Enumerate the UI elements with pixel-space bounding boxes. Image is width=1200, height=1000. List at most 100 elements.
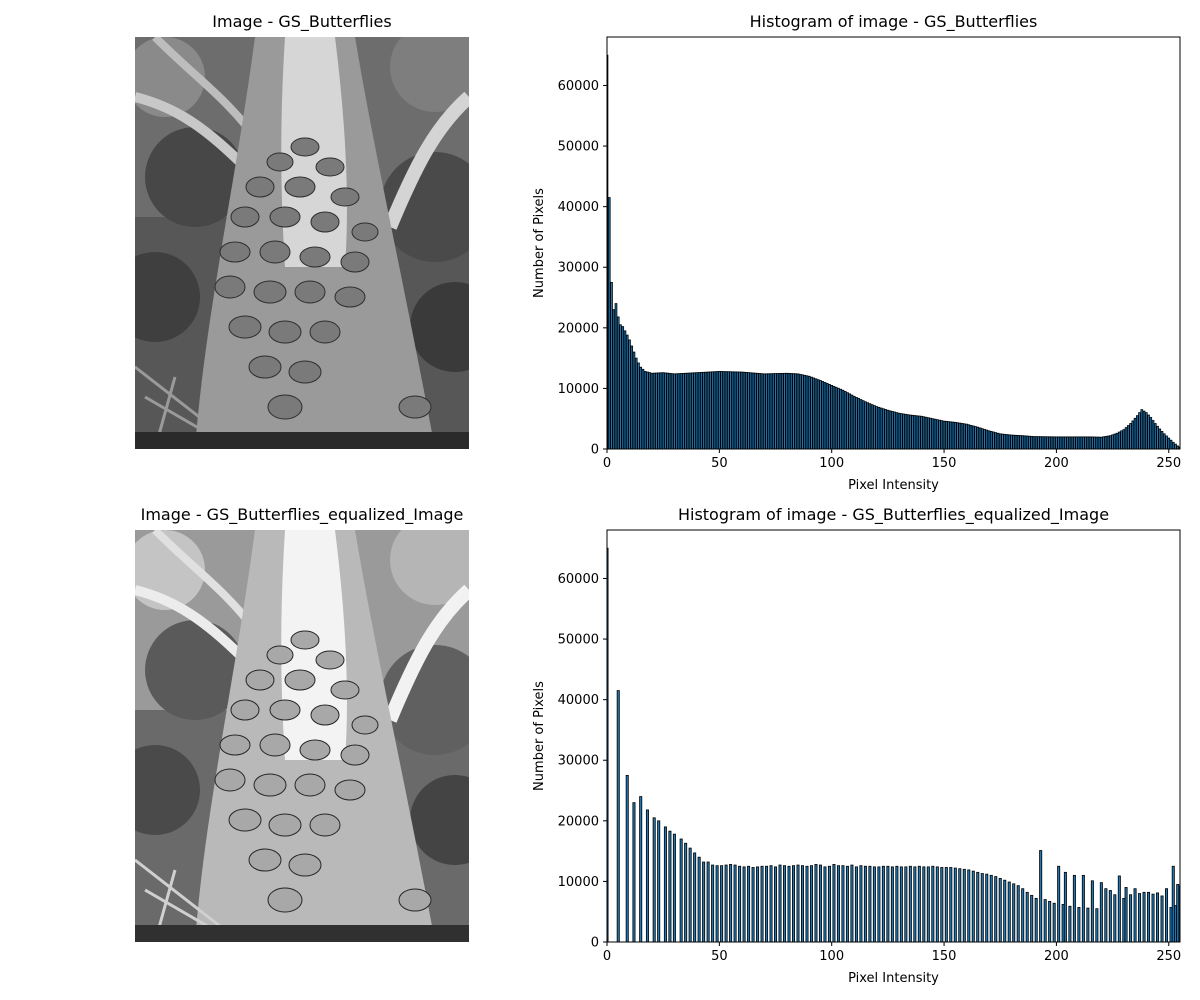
histogram-bar [931, 865, 935, 943]
histogram-bar [958, 868, 962, 943]
histogram-bar [1016, 885, 1020, 943]
histogram-bar [944, 867, 948, 943]
histogram-bar [1048, 901, 1052, 943]
histogram-bar [980, 873, 984, 943]
histogram-bar [1077, 907, 1081, 943]
x-tick-label: 250 [1156, 456, 1181, 471]
histogram-bar [814, 864, 818, 943]
histogram-bar [706, 861, 710, 943]
histogram-bar [971, 870, 975, 943]
histogram-bar [836, 865, 840, 943]
y-tick-label: 30000 [558, 261, 599, 276]
histogram-bar [796, 864, 800, 943]
histogram-bar [805, 865, 809, 943]
histogram-bar [783, 865, 787, 943]
y-tick-label: 60000 [558, 79, 599, 94]
histogram-bar [1113, 894, 1117, 943]
histogram-bar [913, 866, 917, 943]
y-tick-label: 20000 [558, 814, 599, 829]
histogram-bar [711, 864, 715, 943]
histogram-bar [926, 866, 930, 943]
histogram-bar [949, 867, 953, 943]
histogram-bar [751, 867, 755, 943]
histogram-bar [652, 817, 656, 943]
image-title-equalized: Image - GS_Butterflies_equalized_Image [140, 505, 464, 524]
histogram-bar [1025, 891, 1029, 943]
histogram-bar [639, 796, 643, 943]
x-tick-label: 0 [603, 949, 611, 964]
histogram-bar [765, 865, 769, 943]
histogram-bar [769, 865, 773, 943]
histogram-title-equalized: Histogram of image - GS_Butterflies_equa… [677, 505, 1110, 524]
y-tick-label: 0 [591, 936, 599, 951]
histogram-bar [1068, 905, 1072, 943]
x-tick-label: 200 [1044, 456, 1069, 471]
histogram-bar [756, 866, 760, 943]
x-tick-label: 150 [932, 949, 957, 964]
histogram-bar [953, 867, 957, 943]
histogram-bar [1108, 890, 1112, 943]
histogram-bar [899, 866, 903, 943]
histogram-bar [1081, 874, 1085, 943]
histogram-bar [742, 866, 746, 943]
y-tick-label: 60000 [558, 572, 599, 587]
histogram-bar [1021, 888, 1025, 943]
histogram-bar [1090, 880, 1094, 943]
histogram-bar [841, 865, 845, 943]
histogram-bar [1133, 888, 1137, 943]
histogram-bar [994, 876, 998, 943]
histogram-bar [967, 869, 971, 943]
histogram-bar [832, 864, 836, 943]
histogram-bar [738, 865, 742, 943]
x-axis-label: Pixel Intensity [848, 478, 939, 493]
histogram-title-original: Histogram of image - GS_Butterflies [749, 12, 1038, 31]
histogram-bar [1072, 874, 1076, 943]
histogram-bar [1160, 895, 1164, 943]
histogram-bar [724, 864, 728, 943]
y-tick-label: 50000 [558, 140, 599, 155]
x-tick-label: 100 [819, 949, 844, 964]
histogram-bar [1165, 888, 1169, 943]
histogram-bar [616, 690, 620, 943]
equalized-image [135, 530, 469, 942]
histogram-bar [1117, 875, 1121, 943]
histogram-bar [720, 865, 724, 943]
equalized-image-drawing [135, 530, 469, 942]
original-image [135, 37, 469, 449]
histogram-bar [985, 873, 989, 943]
histogram-bar [1138, 893, 1142, 943]
histogram-bar [663, 826, 667, 943]
histogram-bar [859, 865, 863, 943]
x-tick-label: 150 [932, 456, 957, 471]
y-tick-label: 40000 [558, 200, 599, 215]
histogram-bar [715, 865, 719, 943]
histogram-bar [1142, 891, 1146, 943]
histogram-bar [863, 865, 867, 943]
histogram-bar [881, 865, 885, 943]
histogram-bar [1156, 892, 1160, 943]
histogram-bar [877, 866, 881, 943]
histogram-bar [657, 820, 661, 943]
histogram-bar [962, 868, 966, 943]
x-tick-label: 50 [711, 456, 728, 471]
y-tick-label: 10000 [558, 875, 599, 890]
histogram-bar [976, 871, 980, 943]
histogram-bar [668, 830, 672, 943]
histogram-bar [935, 866, 939, 943]
histogram-bar [940, 867, 944, 943]
histogram-bar [760, 865, 764, 943]
histogram-bar [729, 864, 733, 943]
histogram-bar [1043, 899, 1047, 943]
histogram-bar [688, 847, 692, 943]
histogram-bar [827, 865, 831, 943]
histogram-bar [1086, 907, 1090, 943]
histogram-bar [908, 865, 912, 943]
histogram-bar [697, 856, 701, 943]
histogram-bar [1030, 894, 1034, 943]
histogram-bar [922, 866, 926, 943]
histogram-bar [818, 864, 822, 943]
histogram-bar [1095, 908, 1099, 943]
histogram-bar [1039, 850, 1043, 943]
y-tick-label: 50000 [558, 633, 599, 648]
histogram-bar [904, 866, 908, 943]
